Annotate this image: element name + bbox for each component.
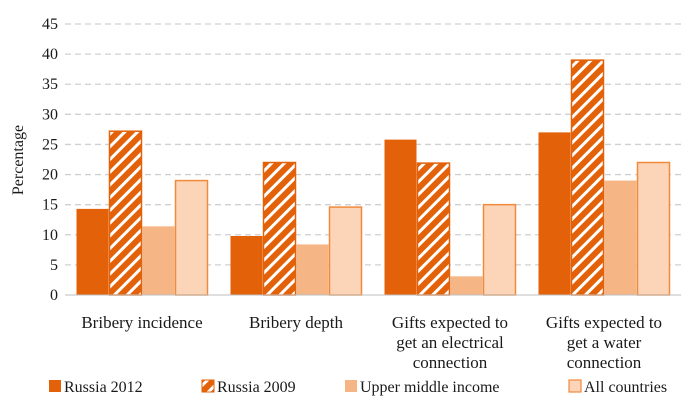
bar-upper-middle-income bbox=[450, 276, 483, 295]
legend-label: All countries bbox=[584, 379, 667, 396]
y-tick-label: 35 bbox=[42, 76, 58, 93]
bar-all-countries bbox=[328, 206, 363, 296]
bar-all-countries bbox=[174, 179, 209, 296]
y-tick-label: 15 bbox=[42, 197, 58, 214]
bar-russia-2009 bbox=[416, 162, 451, 296]
bar-russia-2012 bbox=[76, 208, 109, 295]
category-label: connection bbox=[567, 353, 642, 372]
bar-all-countries bbox=[636, 161, 671, 296]
legend: Russia 2012 Russia 2009 Upper middle incom… bbox=[49, 379, 667, 396]
bar-russia-2012 bbox=[384, 139, 417, 295]
y-tick-label: 5 bbox=[50, 257, 58, 274]
category-label: Bribery incidence bbox=[81, 313, 202, 332]
y-tick-label: 10 bbox=[42, 227, 58, 244]
y-axis-ticks: 0 5 10 15 20 25 30 35 40 45 bbox=[42, 16, 58, 304]
y-tick-label: 40 bbox=[42, 46, 58, 63]
bars bbox=[76, 59, 671, 296]
category-label: Gifts expected to bbox=[392, 313, 508, 332]
y-tick-label: 45 bbox=[42, 16, 58, 33]
legend-label: Russia 2012 bbox=[64, 379, 143, 396]
bar-upper-middle-income bbox=[604, 180, 637, 295]
category-label: Bribery depth bbox=[249, 313, 343, 332]
bar-russia-2009 bbox=[262, 161, 297, 296]
bar-upper-middle-income bbox=[142, 226, 175, 295]
bar-russia-2012 bbox=[538, 132, 571, 295]
category-label: connection bbox=[413, 353, 488, 372]
bar-upper-middle-income bbox=[296, 244, 329, 295]
legend-swatch bbox=[568, 379, 582, 393]
legend-label: Russia 2009 bbox=[217, 379, 296, 396]
category-label: get a water bbox=[567, 333, 642, 352]
bar-russia-2009 bbox=[108, 130, 143, 296]
y-axis-label: Percentage bbox=[10, 125, 27, 195]
bar-russia-2009 bbox=[570, 59, 605, 296]
y-tick-label: 30 bbox=[42, 106, 58, 123]
category-label: Gifts expected to bbox=[546, 313, 662, 332]
y-tick-label: 25 bbox=[42, 136, 58, 153]
legend-label: Upper middle income bbox=[360, 379, 500, 396]
category-labels: Bribery incidence Bribery depth Gifts expe… bbox=[81, 313, 662, 372]
bar-russia-2012 bbox=[230, 235, 263, 295]
bar-all-countries bbox=[482, 203, 517, 296]
legend-swatch bbox=[49, 380, 61, 392]
category-label: get an electrical bbox=[396, 333, 504, 352]
y-tick-label: 20 bbox=[42, 167, 58, 184]
legend-swatch bbox=[345, 380, 357, 392]
y-tick-label: 0 bbox=[50, 287, 58, 304]
legend-swatch bbox=[201, 379, 215, 393]
